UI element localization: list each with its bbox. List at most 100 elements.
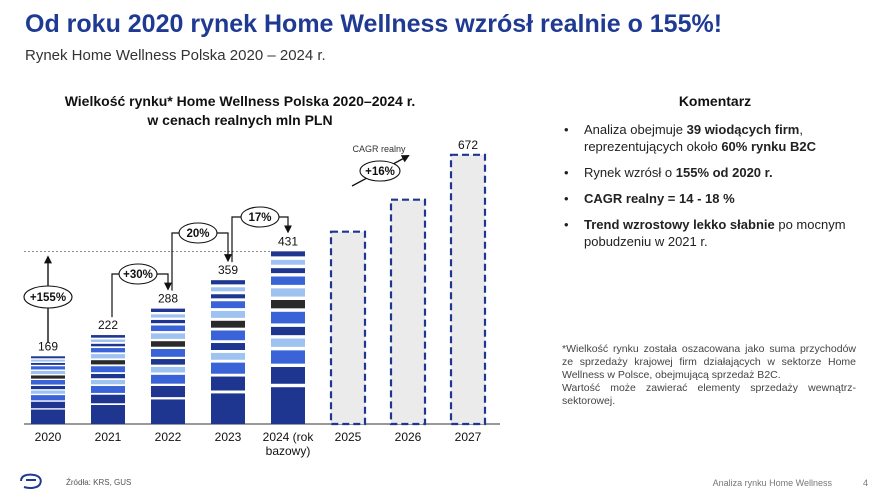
bar-segment	[151, 374, 185, 384]
bar-segment	[271, 323, 305, 327]
bar-segment	[271, 346, 305, 351]
bar-segment	[151, 323, 185, 326]
bar-segment	[91, 360, 125, 365]
bar-segment	[211, 373, 245, 377]
bar-segment	[91, 384, 125, 387]
cagr-label: CAGR realny	[352, 144, 406, 154]
bars-layer: 169 2020 222 2021 288 2022 359 2023 431 2024 (rok…	[24, 138, 500, 458]
bar-segment	[91, 339, 125, 342]
bar-segment	[151, 317, 185, 320]
chart-title-line1: Wielkość rynku* Home Wellness Polska 202…	[64, 93, 416, 109]
bar-value-label: 359	[218, 263, 238, 277]
bar-segment	[91, 341, 125, 344]
annotations-layer: +155% +30% 20% 17% CAGR realny +16%	[23, 144, 410, 343]
bar-segment	[271, 264, 305, 269]
bar-segment	[211, 310, 245, 318]
chart-title: Wielkość rynku* Home Wellness Polska 202…	[25, 92, 455, 130]
bar-segment	[31, 400, 65, 402]
bar-segment	[271, 268, 305, 274]
growth-label-2022-bubble	[178, 222, 218, 244]
bar-segment	[211, 308, 245, 311]
page-subtitle: Rynek Home Wellness Polska 2020 – 2024 r…	[25, 47, 326, 64]
page-title: Od roku 2020 rynek Home Wellness wzrósł …	[25, 10, 723, 38]
bar-segment	[151, 348, 185, 357]
bar-projected	[449, 153, 487, 426]
bar-segment	[271, 299, 305, 309]
bar-segment	[91, 358, 125, 361]
bar-value-label: 288	[158, 292, 178, 306]
bar-segment	[91, 364, 125, 367]
comment-title: Komentarz	[678, 93, 752, 109]
bar-segment	[211, 359, 245, 363]
bar-segment	[31, 389, 65, 391]
bar-segment	[211, 291, 245, 295]
comment-panel: Komentarz Analiza obejmuje 39 wiodących …	[560, 93, 870, 259]
bar-segment	[271, 259, 305, 265]
growth-label-total: +155%	[30, 292, 66, 304]
bar-segment	[151, 359, 185, 365]
bar-segment	[31, 356, 65, 359]
bar-segment	[91, 335, 125, 338]
bar-segment	[31, 401, 65, 409]
growth-label-2023: 17%	[248, 212, 271, 224]
category-label: 2024 (rok	[263, 430, 315, 444]
bar-segment	[211, 320, 245, 328]
bar-segment	[31, 408, 65, 410]
bar-segment	[271, 308, 305, 312]
bar-segment	[271, 363, 305, 368]
footnote: *Wielkość rynku została oszacowana jako …	[562, 343, 856, 408]
bar-segment	[91, 392, 125, 395]
category-label: 2026	[395, 430, 422, 444]
growth-label-2023-bubble	[240, 206, 280, 228]
bar-segment	[151, 356, 185, 360]
bar-segment	[151, 319, 185, 324]
bar-segment	[91, 343, 125, 347]
bar-segment	[91, 403, 125, 406]
bar-segment	[91, 373, 125, 379]
bar-value-label: 672	[458, 138, 478, 152]
bar-segment	[31, 385, 65, 390]
bar-segment	[31, 369, 65, 371]
category-label: 2021	[95, 430, 122, 444]
source-note: Źródła: KRS, GUS	[66, 478, 132, 487]
bar-segment	[211, 340, 245, 344]
growth-bubble	[23, 285, 73, 309]
comment-list: Analiza obejmuje 39 wiodących firm, repr…	[560, 121, 870, 250]
bar-segment	[31, 362, 65, 365]
growth-label-2021: +30%	[123, 269, 153, 281]
cagr-bubble	[359, 160, 401, 182]
page-number: 4	[863, 478, 869, 488]
bar-segment	[151, 383, 185, 386]
bar-segment	[211, 362, 245, 374]
bar-projected	[329, 230, 367, 426]
bar-segment	[151, 338, 185, 342]
bar-segment	[31, 361, 65, 363]
bar-segment	[91, 394, 125, 404]
bar-segment	[211, 327, 245, 331]
bar-segment	[151, 325, 185, 332]
comment-bullet: Trend wzrostowy lekko słabnie po mocnym …	[560, 216, 870, 250]
comment-bullet: CAGR realny = 14 - 18 %	[560, 190, 870, 207]
bar-value-label: 169	[38, 339, 58, 353]
bar-segment	[31, 393, 65, 396]
bar-segment	[271, 335, 305, 339]
bar-segment	[271, 350, 305, 364]
category-label: bazowy)	[266, 444, 311, 458]
bar-segment	[91, 386, 125, 393]
bar-segment	[91, 354, 125, 359]
bar-segment	[31, 366, 65, 370]
bar-segment	[31, 358, 65, 360]
bar-segment	[271, 276, 305, 285]
bar-segment	[211, 298, 245, 302]
chart-title-line2: w cenach realnych mln PLN	[147, 112, 333, 128]
bar-segment	[91, 405, 125, 424]
bar-segment	[211, 343, 245, 350]
bar-segment	[31, 359, 65, 362]
bar-segment	[151, 341, 185, 347]
category-label: 2025	[335, 430, 362, 444]
bar-segment	[91, 337, 125, 340]
bar-segment	[31, 395, 65, 401]
footnote-line1: *Wielkość rynku została oszacowana jako …	[562, 343, 856, 381]
bar-segment	[31, 390, 65, 394]
